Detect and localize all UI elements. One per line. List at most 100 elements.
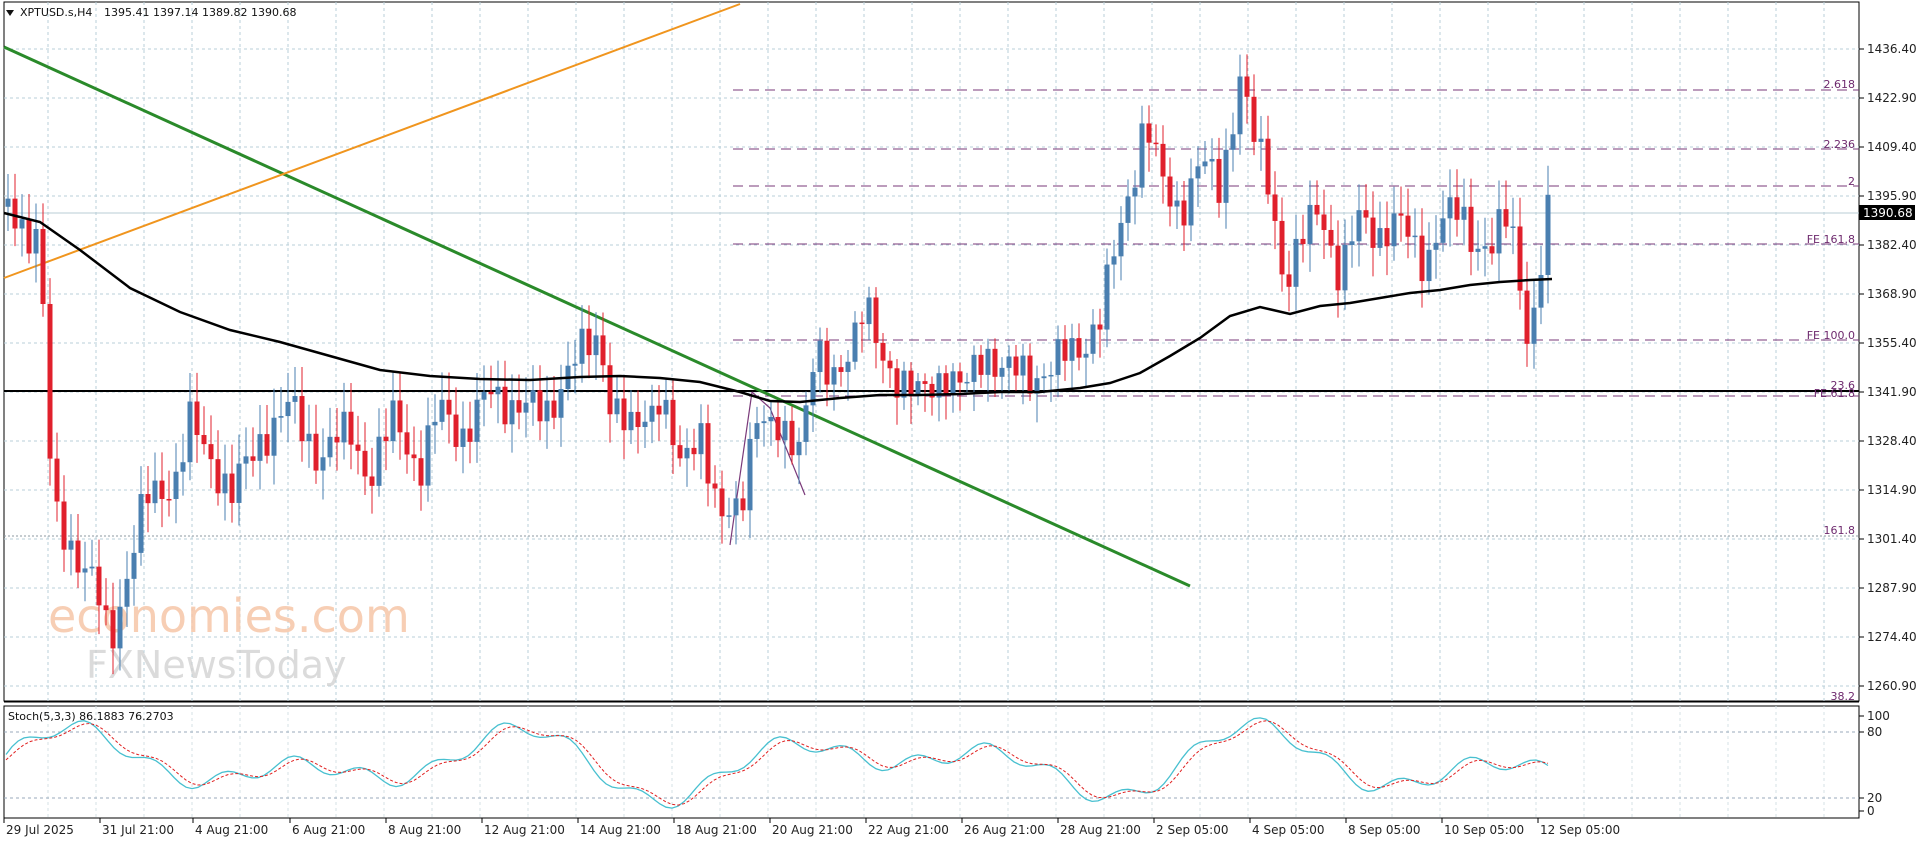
time-tick-label: 14 Aug 21:00 [580,823,661,837]
time-tick-label: 18 Aug 21:00 [676,823,757,837]
time-tick-label: 22 Aug 21:00 [868,823,949,837]
price-tick-label: 1368.90 [1867,287,1916,301]
candle-body [418,458,424,486]
candle-body [950,371,956,396]
time-tick-label: 4 Sep 05:00 [1252,823,1324,837]
candle-body [1006,356,1012,368]
candle-body [411,454,417,459]
candle-body [873,297,879,343]
candle-body [649,405,655,422]
candle-body [537,390,543,422]
candle-body [1265,138,1271,195]
candle-body [1118,222,1124,257]
candle-body [33,228,39,254]
candle-body [831,367,837,385]
candle-body [1335,245,1341,291]
candle-body [1377,228,1383,248]
candle-body [817,340,823,373]
fib-label-2: 2 [1848,175,1855,188]
candle-body [432,421,438,426]
candle-body [908,370,914,395]
candle-body [376,436,382,486]
candle-body [929,383,935,398]
symbol-label: XPTUSD.s,H4 [20,6,92,19]
candle-body [467,428,473,442]
candle-body [684,447,690,459]
candle-body [964,381,970,384]
candle-body [1433,242,1439,250]
candle-body [754,423,760,439]
candle-body [1489,246,1495,254]
candle-body [901,370,907,398]
candle-body [264,434,270,456]
candle-body [404,432,410,455]
candle-body [117,606,123,649]
candle-body [1293,238,1299,287]
candle-body [341,411,347,443]
candle-body [110,610,116,649]
candle-body [152,480,158,504]
candle-body [1419,235,1425,282]
candle-body [320,457,326,471]
time-tick-label: 4 Aug 21:00 [195,823,268,837]
collapse-triangle-icon[interactable] [6,10,14,16]
candle-body [96,566,102,606]
candle-body [1342,244,1348,291]
candle-body [215,459,221,494]
candle-body [1475,248,1481,252]
candle-body [635,411,641,428]
candle-body [894,368,900,398]
candle-body [747,438,753,511]
candle-body [992,348,998,377]
candle-body [1146,123,1152,143]
candle-body [1181,200,1187,226]
candle-body [810,372,816,406]
fib-label-382: 38.2 [1831,690,1856,703]
candle-body [726,515,732,517]
candle-body [285,401,291,417]
candle-body [12,198,18,229]
candle-body [663,399,669,415]
price-tick-label: 1436.40 [1867,42,1916,56]
candle-body [1237,76,1243,135]
candle-body [1510,226,1516,228]
fib-label-1618: 161.8 [1824,524,1856,537]
candle-body [782,420,788,441]
candle-body [1468,206,1474,252]
candle-body [250,456,256,461]
candle-body [1482,246,1488,249]
candle-body [1384,228,1390,247]
candle-body [607,365,613,415]
candle-body [796,441,802,456]
candle-body [1069,338,1075,361]
price-tick-label: 1395.90 [1867,189,1916,203]
price-tick-label: 1422.90 [1867,91,1916,105]
stoch-signal-line [5,720,1549,806]
candle-body [1125,196,1131,223]
candle-body [761,421,767,424]
candle-body [47,304,53,459]
candle-body [789,420,795,456]
time-tick-label: 29 Jul 2025 [6,823,74,837]
candle-body [131,552,137,579]
time-tick-label: 31 Jul 21:00 [102,823,174,837]
candle-body [719,488,725,517]
candle-body [999,367,1005,377]
stoch-main-line [5,717,1549,809]
candle-body [1398,213,1404,216]
down-trendline [3,45,1191,588]
candle-body [1356,210,1362,242]
candle-body [803,405,809,442]
fib-label-fe100: FE 100.0 [1807,329,1855,342]
stoch-panel [3,705,1860,819]
candle-body [586,328,592,356]
candle-body [299,396,305,442]
candle-body [887,360,893,369]
candle-body [26,219,32,254]
candle-body [460,428,466,447]
candle-body [1503,209,1509,227]
candle-body [1104,264,1110,330]
time-tick-label: 12 Sep 05:00 [1540,823,1620,837]
